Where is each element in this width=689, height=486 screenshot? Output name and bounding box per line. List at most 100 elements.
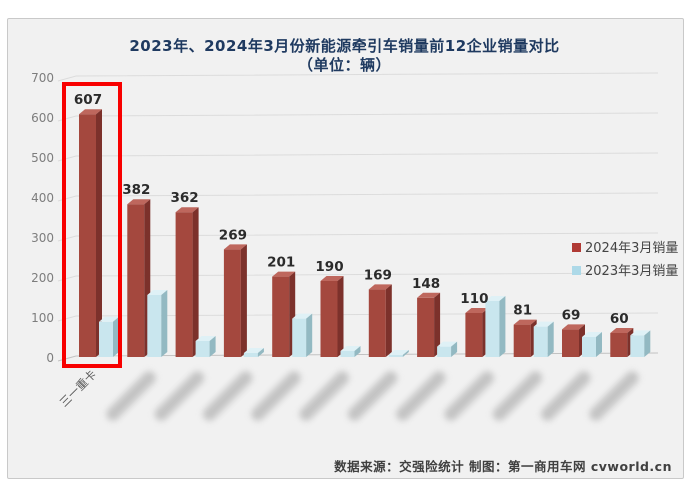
- bar-2023-top: [147, 290, 168, 295]
- bar-2024: [175, 212, 193, 357]
- value-label: 81: [513, 303, 532, 319]
- source-note: 数据来源：交强险统计 制图：第一商用车网 cvworld.cn: [334, 459, 672, 474]
- bar-2024-side: [434, 292, 441, 357]
- gridline: [57, 112, 659, 122]
- bar-2024-side: [385, 284, 392, 357]
- legend-swatch-2024: [572, 243, 581, 252]
- bar-2023: [195, 341, 210, 357]
- bar-2024-top: [127, 199, 151, 205]
- bar-2023-top: [485, 296, 506, 301]
- x-axis-label-blurred: [540, 371, 591, 421]
- gridline: [57, 152, 659, 162]
- legend-label: 2024年3月销量: [585, 241, 678, 256]
- value-label: 110: [460, 291, 488, 307]
- bar-2024-top: [79, 109, 102, 115]
- bar-2023-side: [161, 290, 168, 357]
- bar-2024-top: [368, 284, 392, 290]
- bar-2023-side: [113, 316, 119, 357]
- bar-2023-side: [499, 296, 506, 357]
- bar-2023: [630, 335, 645, 357]
- value-label: 607: [74, 92, 102, 108]
- value-label: 382: [122, 182, 150, 198]
- bar-2023-side: [209, 336, 216, 357]
- bar-2023: [243, 353, 258, 357]
- bar-2023: [582, 337, 596, 357]
- y-axis-tick-label: 500: [31, 151, 54, 165]
- bar-2023-side: [402, 350, 409, 357]
- bar-2023-top: [582, 332, 602, 337]
- y-axis-tick-label: 300: [31, 231, 54, 245]
- value-label: 148: [412, 276, 440, 292]
- bar-2023-top: [533, 321, 554, 327]
- bar-2023: [292, 318, 307, 357]
- bar-2023: [437, 346, 452, 357]
- bar-2024: [79, 114, 96, 357]
- bar-2023-side: [644, 330, 651, 357]
- bar-2023-top: [292, 313, 313, 319]
- bar-2024: [465, 313, 483, 357]
- x-axis-label-blurred: [251, 371, 301, 421]
- x-axis-label-blurred: [154, 371, 205, 421]
- bar-2024: [223, 249, 241, 357]
- bar-2024-top: [562, 324, 585, 330]
- bar-2023: [533, 326, 548, 357]
- x-axis-label-blurred: [589, 371, 639, 421]
- bar-2024-top: [417, 292, 441, 298]
- x-axis-label-blurred: [396, 371, 446, 421]
- bar-2024-top: [320, 276, 344, 281]
- bar-2023-side: [451, 341, 458, 357]
- bar-2024-top: [610, 328, 634, 333]
- value-label: 60: [610, 311, 629, 327]
- bar-2023-top: [243, 348, 264, 353]
- x-axis-label-blurred: [492, 371, 543, 421]
- bar-2024: [562, 329, 579, 357]
- bar-2024-top: [513, 319, 537, 325]
- bar-2023-top: [340, 346, 361, 351]
- bar-2024: [368, 289, 386, 357]
- bar-2023: [340, 351, 355, 357]
- bar-2024: [272, 276, 290, 357]
- bar-2024: [320, 281, 338, 357]
- bar-2023: [147, 295, 162, 357]
- bar-2023-side: [547, 321, 554, 357]
- chart-title: 2023年、2024年3月份新能源牵引车销量前12企业销量对比 （单位：辆）: [0, 37, 689, 75]
- bar-2023: [388, 355, 403, 357]
- y-axis-tick-label: 400: [31, 191, 54, 205]
- chart-title-line2: （单位：辆）: [297, 56, 391, 74]
- bar-2023-top: [99, 316, 119, 322]
- bar-2024-side: [96, 109, 102, 357]
- bar-2024-top: [175, 207, 199, 213]
- bar-2024-side: [192, 207, 199, 357]
- bar-2024-top: [272, 271, 296, 277]
- value-label: 190: [315, 259, 343, 275]
- x-axis-label-blurred: [202, 371, 253, 421]
- bar-2023: [99, 321, 113, 357]
- value-label: 201: [267, 255, 295, 271]
- chart-title-line1: 2023年、2024年3月份新能源牵引车销量前12企业销量对比: [129, 37, 560, 55]
- bar-2024-side: [337, 276, 344, 357]
- y-axis-tick-label: 700: [31, 71, 54, 85]
- bar-2024: [127, 204, 145, 357]
- bar-2023-side: [354, 346, 361, 357]
- value-label: 362: [171, 190, 199, 206]
- x-axis-label-blurred: [444, 371, 494, 421]
- bar-2023-top: [195, 336, 216, 341]
- x-axis-label-blurred: [347, 371, 398, 421]
- value-label: 269: [219, 227, 247, 243]
- y-axis-tick-label: 0: [46, 351, 54, 365]
- bar-2024: [417, 297, 435, 357]
- bar-2023-side: [596, 332, 602, 357]
- bar-2023-top: [630, 330, 651, 336]
- legend-label: 2023年3月销量: [585, 264, 678, 279]
- y-axis-tick-label: 100: [31, 311, 54, 325]
- legend-swatch-2023: [572, 266, 581, 275]
- bar-2023-top: [437, 341, 458, 347]
- gridline: [57, 72, 659, 82]
- bar-2023-top: [388, 350, 409, 355]
- value-label: 169: [364, 267, 392, 283]
- bar-2023-side: [257, 348, 264, 357]
- bar-2023-side: [306, 313, 313, 357]
- y-axis-tick-label: 200: [31, 271, 54, 285]
- bar-2024-side: [240, 244, 247, 357]
